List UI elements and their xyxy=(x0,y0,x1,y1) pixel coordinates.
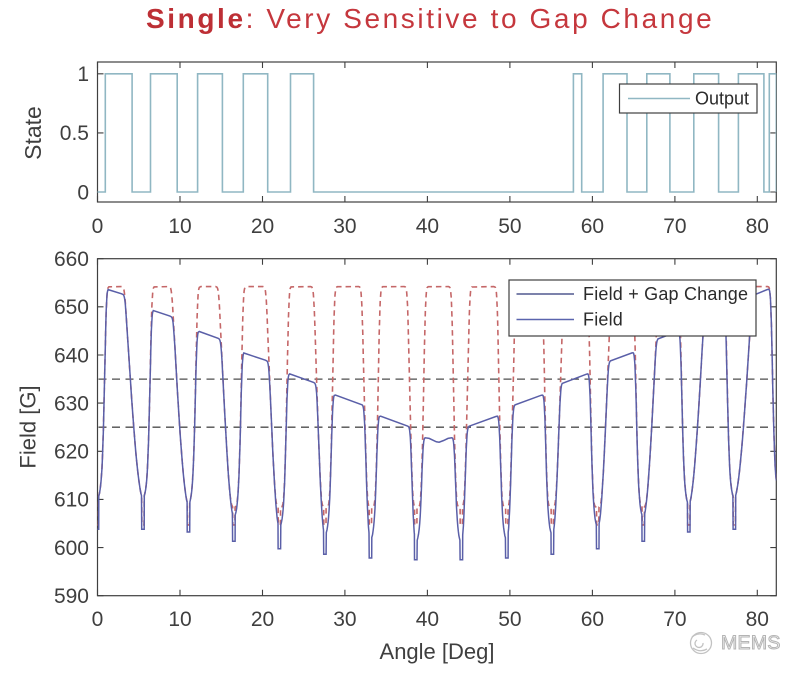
svg-text:Single: Very Sensitive to Gap: Single: Very Sensitive to Gap Change xyxy=(146,3,714,34)
svg-text:10: 10 xyxy=(168,215,191,238)
svg-text:Field [G]: Field [G] xyxy=(16,385,41,468)
svg-text:590: 590 xyxy=(54,585,89,608)
svg-text:610: 610 xyxy=(54,489,89,512)
svg-text:50: 50 xyxy=(498,608,521,631)
svg-text:600: 600 xyxy=(54,537,89,560)
svg-text:20: 20 xyxy=(251,215,274,238)
svg-text:10: 10 xyxy=(168,608,191,631)
svg-text:0: 0 xyxy=(92,215,104,238)
svg-text:State: State xyxy=(20,106,46,160)
svg-text:650: 650 xyxy=(54,296,89,319)
svg-text:1: 1 xyxy=(77,63,89,86)
svg-text:0: 0 xyxy=(77,181,89,204)
svg-text:30: 30 xyxy=(333,608,356,631)
svg-text:50: 50 xyxy=(498,215,521,238)
svg-text:80: 80 xyxy=(746,608,769,631)
svg-text:60: 60 xyxy=(581,608,604,631)
svg-text:70: 70 xyxy=(663,608,686,631)
svg-text:70: 70 xyxy=(663,215,686,238)
svg-text:660: 660 xyxy=(54,248,89,271)
svg-text:Angle [Deg]: Angle [Deg] xyxy=(380,639,495,664)
svg-text:Field + Gap Change: Field + Gap Change xyxy=(583,284,748,304)
svg-text:640: 640 xyxy=(54,344,89,367)
svg-text:0: 0 xyxy=(92,608,104,631)
svg-text:0.5: 0.5 xyxy=(60,122,89,145)
svg-text:620: 620 xyxy=(54,441,89,464)
svg-text:40: 40 xyxy=(416,608,439,631)
svg-text:80: 80 xyxy=(746,215,769,238)
svg-text:40: 40 xyxy=(416,215,439,238)
svg-text:30: 30 xyxy=(333,215,356,238)
svg-text:60: 60 xyxy=(581,215,604,238)
svg-text:Field: Field xyxy=(583,310,623,330)
svg-text:Output: Output xyxy=(695,89,749,109)
svg-text:20: 20 xyxy=(251,608,274,631)
svg-text:MEMS: MEMS xyxy=(721,632,781,654)
svg-text:630: 630 xyxy=(54,392,89,415)
